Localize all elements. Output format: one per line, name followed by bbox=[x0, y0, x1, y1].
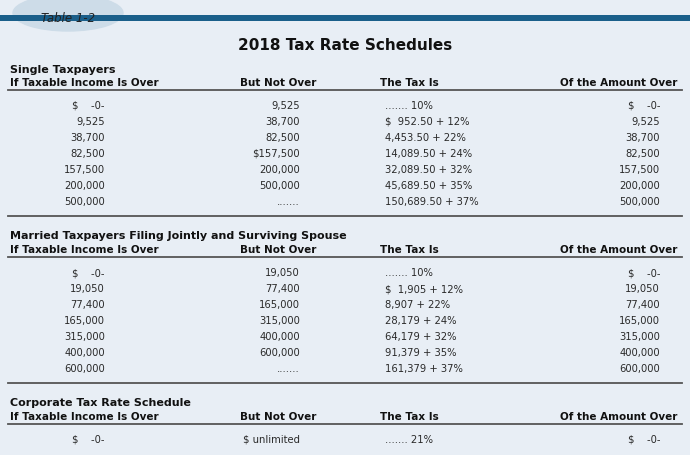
Text: The Tax Is: The Tax Is bbox=[380, 411, 439, 421]
Text: 38,700: 38,700 bbox=[266, 117, 300, 127]
Text: 600,000: 600,000 bbox=[64, 363, 105, 373]
Text: 32,089.50 + 32%: 32,089.50 + 32% bbox=[385, 165, 472, 175]
Text: Of the Amount Over: Of the Amount Over bbox=[560, 78, 678, 88]
Ellipse shape bbox=[13, 0, 123, 32]
Text: 500,000: 500,000 bbox=[259, 181, 300, 191]
Text: ....... 10%: ....... 10% bbox=[385, 268, 433, 278]
Text: 150,689.50 + 37%: 150,689.50 + 37% bbox=[385, 197, 479, 207]
Text: $    -0-: $ -0- bbox=[72, 101, 105, 111]
Text: 4,453.50 + 22%: 4,453.50 + 22% bbox=[385, 133, 466, 143]
Text: ....... 21%: ....... 21% bbox=[385, 434, 433, 444]
Text: .......: ....... bbox=[277, 197, 300, 207]
Text: 38,700: 38,700 bbox=[70, 133, 105, 143]
Text: 500,000: 500,000 bbox=[64, 197, 105, 207]
Text: But Not Over: But Not Over bbox=[240, 411, 317, 421]
Text: 77,400: 77,400 bbox=[70, 299, 105, 309]
Text: The Tax Is: The Tax Is bbox=[380, 244, 439, 254]
Text: If Taxable Income Is Over: If Taxable Income Is Over bbox=[10, 78, 159, 88]
Text: Table 1-2: Table 1-2 bbox=[41, 11, 95, 25]
Text: 400,000: 400,000 bbox=[620, 347, 660, 357]
Text: 9,525: 9,525 bbox=[631, 117, 660, 127]
Text: 315,000: 315,000 bbox=[619, 331, 660, 341]
Text: But Not Over: But Not Over bbox=[240, 78, 317, 88]
Text: 400,000: 400,000 bbox=[64, 347, 105, 357]
Text: If Taxable Income Is Over: If Taxable Income Is Over bbox=[10, 244, 159, 254]
Text: 19,050: 19,050 bbox=[70, 283, 105, 293]
Text: 9,525: 9,525 bbox=[77, 117, 105, 127]
Text: 165,000: 165,000 bbox=[619, 315, 660, 325]
Text: 8,907 + 22%: 8,907 + 22% bbox=[385, 299, 450, 309]
Text: Married Taxpayers Filing Jointly and Surviving Spouse: Married Taxpayers Filing Jointly and Sur… bbox=[10, 231, 346, 241]
Text: If Taxable Income Is Over: If Taxable Income Is Over bbox=[10, 411, 159, 421]
Text: $157,500: $157,500 bbox=[253, 149, 300, 159]
Text: Of the Amount Over: Of the Amount Over bbox=[560, 244, 678, 254]
Text: 165,000: 165,000 bbox=[259, 299, 300, 309]
Text: 400,000: 400,000 bbox=[259, 331, 300, 341]
Text: 600,000: 600,000 bbox=[619, 363, 660, 373]
Text: $    -0-: $ -0- bbox=[72, 268, 105, 278]
Text: .......: ....... bbox=[277, 363, 300, 373]
Text: 200,000: 200,000 bbox=[619, 181, 660, 191]
Text: $    -0-: $ -0- bbox=[627, 101, 660, 111]
Text: Corporate Tax Rate Schedule: Corporate Tax Rate Schedule bbox=[10, 397, 191, 407]
Text: 315,000: 315,000 bbox=[259, 315, 300, 325]
Text: Of the Amount Over: Of the Amount Over bbox=[560, 411, 678, 421]
Text: 165,000: 165,000 bbox=[64, 315, 105, 325]
Text: 157,500: 157,500 bbox=[64, 165, 105, 175]
Text: 9,525: 9,525 bbox=[271, 101, 300, 111]
Text: But Not Over: But Not Over bbox=[240, 244, 317, 254]
Text: 45,689.50 + 35%: 45,689.50 + 35% bbox=[385, 181, 472, 191]
Text: Single Taxpayers: Single Taxpayers bbox=[10, 65, 115, 75]
Text: $    -0-: $ -0- bbox=[627, 434, 660, 444]
Text: 14,089.50 + 24%: 14,089.50 + 24% bbox=[385, 149, 472, 159]
Text: 315,000: 315,000 bbox=[64, 331, 105, 341]
Text: 28,179 + 24%: 28,179 + 24% bbox=[385, 315, 457, 325]
Text: 77,400: 77,400 bbox=[266, 283, 300, 293]
Text: $  1,905 + 12%: $ 1,905 + 12% bbox=[385, 283, 463, 293]
Text: $    -0-: $ -0- bbox=[627, 268, 660, 278]
Bar bbox=[0, 16, 690, 22]
Text: 19,050: 19,050 bbox=[625, 283, 660, 293]
Text: 2018 Tax Rate Schedules: 2018 Tax Rate Schedules bbox=[238, 38, 452, 53]
Text: 82,500: 82,500 bbox=[266, 133, 300, 143]
Text: 19,050: 19,050 bbox=[265, 268, 300, 278]
Text: 82,500: 82,500 bbox=[625, 149, 660, 159]
Text: 200,000: 200,000 bbox=[259, 165, 300, 175]
Text: $  952.50 + 12%: $ 952.50 + 12% bbox=[385, 117, 469, 127]
Text: 500,000: 500,000 bbox=[619, 197, 660, 207]
Text: $ unlimited: $ unlimited bbox=[243, 434, 300, 444]
Text: 200,000: 200,000 bbox=[64, 181, 105, 191]
Text: 600,000: 600,000 bbox=[259, 347, 300, 357]
Text: The Tax Is: The Tax Is bbox=[380, 78, 439, 88]
Text: ....... 10%: ....... 10% bbox=[385, 101, 433, 111]
Text: 77,400: 77,400 bbox=[625, 299, 660, 309]
Text: 82,500: 82,500 bbox=[70, 149, 105, 159]
Text: 157,500: 157,500 bbox=[619, 165, 660, 175]
Text: 91,379 + 35%: 91,379 + 35% bbox=[385, 347, 457, 357]
Text: $    -0-: $ -0- bbox=[72, 434, 105, 444]
Text: 161,379 + 37%: 161,379 + 37% bbox=[385, 363, 463, 373]
Text: 64,179 + 32%: 64,179 + 32% bbox=[385, 331, 457, 341]
Text: 38,700: 38,700 bbox=[626, 133, 660, 143]
